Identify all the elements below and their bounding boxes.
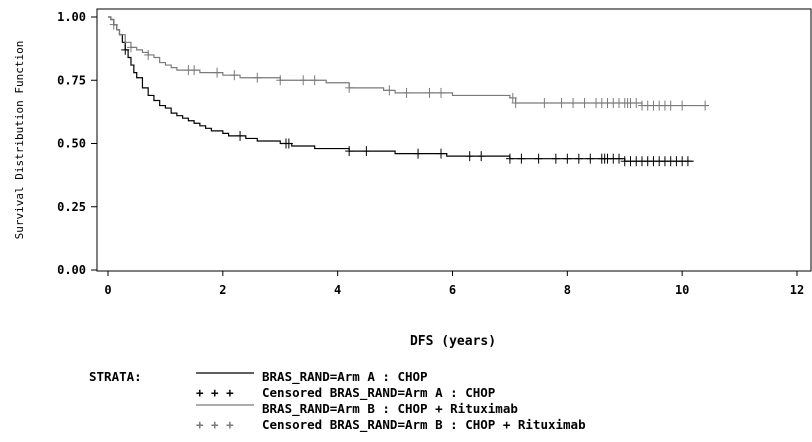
censor-mark-arm-b — [511, 98, 520, 109]
survival-curve-arm-a — [108, 16, 694, 162]
plot-frame — [96, 8, 812, 272]
censor-mark-arm-b — [310, 75, 319, 86]
censor-mark-arm-b — [580, 98, 589, 109]
x-axis-label: DFS (years) — [410, 334, 496, 349]
y-tick-label: 0.25 — [57, 200, 86, 214]
censor-mark-arm-a — [437, 148, 446, 159]
censor-mark-arm-b — [299, 75, 308, 86]
censor-mark-arm-b — [276, 75, 285, 86]
censor-mark-arm-a — [284, 138, 293, 149]
axes: 0 2 4 6 8 10 12 0.00 0.25 0.50 0.75 1.00 — [57, 10, 804, 297]
x-tick-label: 10 — [675, 283, 689, 297]
legend-label-arm-b: BRAS_RAND=Arm B : CHOP + Rituximab — [262, 401, 518, 417]
censor-mark-arm-a — [615, 153, 624, 164]
censor-mark-arm-b — [569, 98, 578, 109]
censor-mark-arm-b — [190, 65, 199, 76]
censor-mark-arm-b — [425, 87, 434, 98]
censor-mark-arm-a — [345, 146, 354, 157]
censor-mark-arm-b — [540, 98, 549, 109]
series-layer — [108, 16, 710, 167]
x-tick-label: 4 — [334, 283, 341, 297]
censor-mark-arm-a — [574, 153, 583, 164]
legend-label-arm-a: BRAS_RAND=Arm A : CHOP — [262, 369, 428, 385]
censor-mark-arm-a — [505, 153, 514, 164]
censor-mark-arm-a — [236, 130, 245, 141]
censor-mark-arm-b — [508, 92, 517, 103]
legend: STRATA: BRAS_RAND=Arm A : CHOP + + + Cen… — [89, 369, 586, 433]
censor-mark-arm-b — [632, 98, 641, 109]
y-axis-label: Survival Distribution Function — [13, 41, 26, 240]
x-tick-label: 12 — [790, 283, 804, 297]
legend-label-censored-arm-b: Censored BRAS_RAND=Arm B : CHOP + Rituxi… — [262, 417, 586, 433]
censor-mark-arm-b — [402, 87, 411, 98]
censor-mark-arm-b — [557, 98, 566, 109]
x-tick-label: 0 — [104, 283, 111, 297]
censor-mark-arm-b — [144, 49, 153, 60]
legend-title: STRATA: — [89, 369, 142, 384]
x-tick-label: 2 — [219, 283, 226, 297]
x-tick-label: 8 — [564, 283, 571, 297]
censor-mark-arm-b — [437, 87, 446, 98]
censor-mark-arm-b — [678, 100, 687, 111]
y-tick-label: 0.75 — [57, 73, 86, 87]
censor-mark-arm-b — [701, 100, 710, 111]
censor-mark-arm-b — [126, 42, 135, 53]
legend-swatch-censored-arm-a: + + + — [196, 385, 234, 400]
censor-mark-arm-a — [465, 151, 474, 162]
survival-curve-arm-b — [108, 16, 708, 107]
censor-mark-arm-b — [253, 72, 262, 83]
censor-mark-arm-b — [345, 82, 354, 93]
censor-mark-arm-a — [551, 153, 560, 164]
censor-mark-arm-a — [586, 153, 595, 164]
censor-mark-arm-a — [362, 146, 371, 157]
legend-swatch-censored-arm-b: + + + — [196, 417, 234, 432]
censor-mark-arm-a — [477, 151, 486, 162]
censor-mark-arm-b — [213, 67, 222, 78]
y-tick-label: 1.00 — [57, 10, 86, 24]
censor-mark-arm-a — [534, 153, 543, 164]
y-tick-label: 0.50 — [57, 137, 86, 151]
y-tick-label: 0.00 — [57, 263, 86, 277]
censor-mark-arm-a — [683, 156, 692, 167]
x-tick-label: 6 — [449, 283, 456, 297]
censor-mark-arm-a — [414, 148, 423, 159]
legend-label-censored-arm-a: Censored BRAS_RAND=Arm A : CHOP — [262, 385, 495, 401]
censor-mark-arm-a — [121, 44, 130, 55]
censor-mark-arm-a — [517, 153, 526, 164]
censor-mark-arm-b — [666, 100, 675, 111]
censor-mark-arm-b — [230, 70, 239, 81]
censor-mark-arm-a — [563, 153, 572, 164]
censor-mark-arm-b — [109, 19, 118, 30]
censor-mark-arm-b — [385, 85, 394, 96]
